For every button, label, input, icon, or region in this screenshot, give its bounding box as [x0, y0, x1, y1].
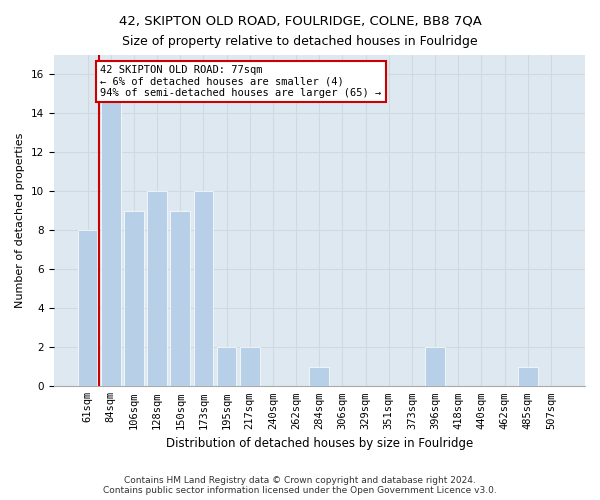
- Bar: [310, 367, 329, 386]
- Text: Size of property relative to detached houses in Foulridge: Size of property relative to detached ho…: [122, 35, 478, 48]
- Bar: [147, 192, 167, 386]
- Bar: [217, 348, 236, 387]
- Bar: [194, 192, 213, 386]
- X-axis label: Distribution of detached houses by size in Foulridge: Distribution of detached houses by size …: [166, 437, 473, 450]
- Bar: [425, 348, 445, 387]
- Text: Contains HM Land Registry data © Crown copyright and database right 2024.
Contai: Contains HM Land Registry data © Crown c…: [103, 476, 497, 495]
- Bar: [170, 211, 190, 386]
- Bar: [124, 211, 144, 386]
- Text: 42, SKIPTON OLD ROAD, FOULRIDGE, COLNE, BB8 7QA: 42, SKIPTON OLD ROAD, FOULRIDGE, COLNE, …: [119, 15, 481, 28]
- Bar: [101, 94, 121, 386]
- Bar: [518, 367, 538, 386]
- Text: 42 SKIPTON OLD ROAD: 77sqm
← 6% of detached houses are smaller (4)
94% of semi-d: 42 SKIPTON OLD ROAD: 77sqm ← 6% of detac…: [100, 64, 382, 98]
- Y-axis label: Number of detached properties: Number of detached properties: [15, 133, 25, 308]
- Bar: [240, 348, 260, 387]
- Bar: [77, 230, 97, 386]
